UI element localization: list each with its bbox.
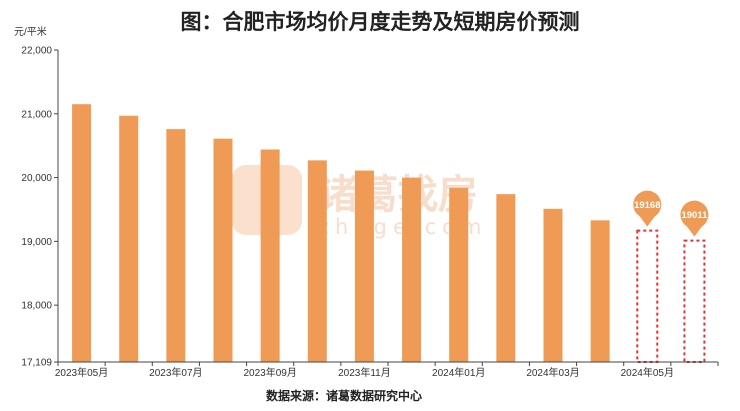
forecast-bar — [636, 229, 659, 363]
bar — [260, 149, 280, 362]
bar — [213, 138, 233, 362]
y-tick-label: 17,109 — [21, 358, 52, 369]
x-tick-label: 2024年01月 — [432, 366, 485, 379]
pin-head — [633, 190, 662, 219]
y-tick-label: 20,000 — [21, 173, 52, 184]
forecast-pins: 19168 19011 — [633, 190, 709, 237]
x-tick-label: 2023年09月 — [243, 366, 296, 379]
bar — [449, 187, 469, 362]
y-tick-label: 21,000 — [21, 109, 52, 120]
bar — [354, 170, 374, 362]
x-tick-label: 2024年05月 — [621, 366, 674, 379]
bar — [307, 160, 327, 362]
bar — [166, 129, 186, 362]
bars — [72, 104, 706, 363]
y-tick-label: 22,000 — [21, 46, 52, 57]
bar — [119, 115, 139, 363]
bar — [590, 220, 610, 362]
forecast-pin: 19168 — [633, 190, 662, 227]
pin-tail — [686, 226, 703, 237]
bar — [72, 104, 92, 362]
y-axis-unit: 元/平米 — [14, 25, 47, 38]
forecast-bar — [683, 239, 706, 363]
bar — [402, 177, 422, 362]
pin-head — [680, 200, 709, 229]
data-source: 数据来源：诸葛数据研究中心 — [266, 388, 422, 403]
x-tick-label: 2023年05月 — [55, 366, 108, 379]
bar — [496, 194, 516, 362]
x-tick-label: 2023年07月 — [149, 366, 202, 379]
x-tick-label: 2023年11月 — [338, 366, 391, 379]
forecast-pin: 19011 — [680, 200, 709, 237]
y-tick-label: 18,000 — [21, 301, 52, 312]
y-axis: 17,109 18,000 19,000 20,000 21,000 22,000 — [21, 46, 59, 369]
x-tick-label: 2024年03月 — [526, 366, 579, 379]
bar — [543, 208, 563, 362]
pin-tail — [639, 216, 655, 227]
forecast-value-label: 19168 — [634, 200, 660, 211]
x-axis: 2023年05月 2023年07月 2023年09月 2023年11月 2024年01月… — [55, 361, 719, 379]
y-tick-label: 19,000 — [21, 237, 52, 248]
chart-title: 图：合肥市场均价月度走势及短期房价预测 — [181, 10, 580, 34]
forecast-value-label: 19011 — [681, 210, 708, 221]
